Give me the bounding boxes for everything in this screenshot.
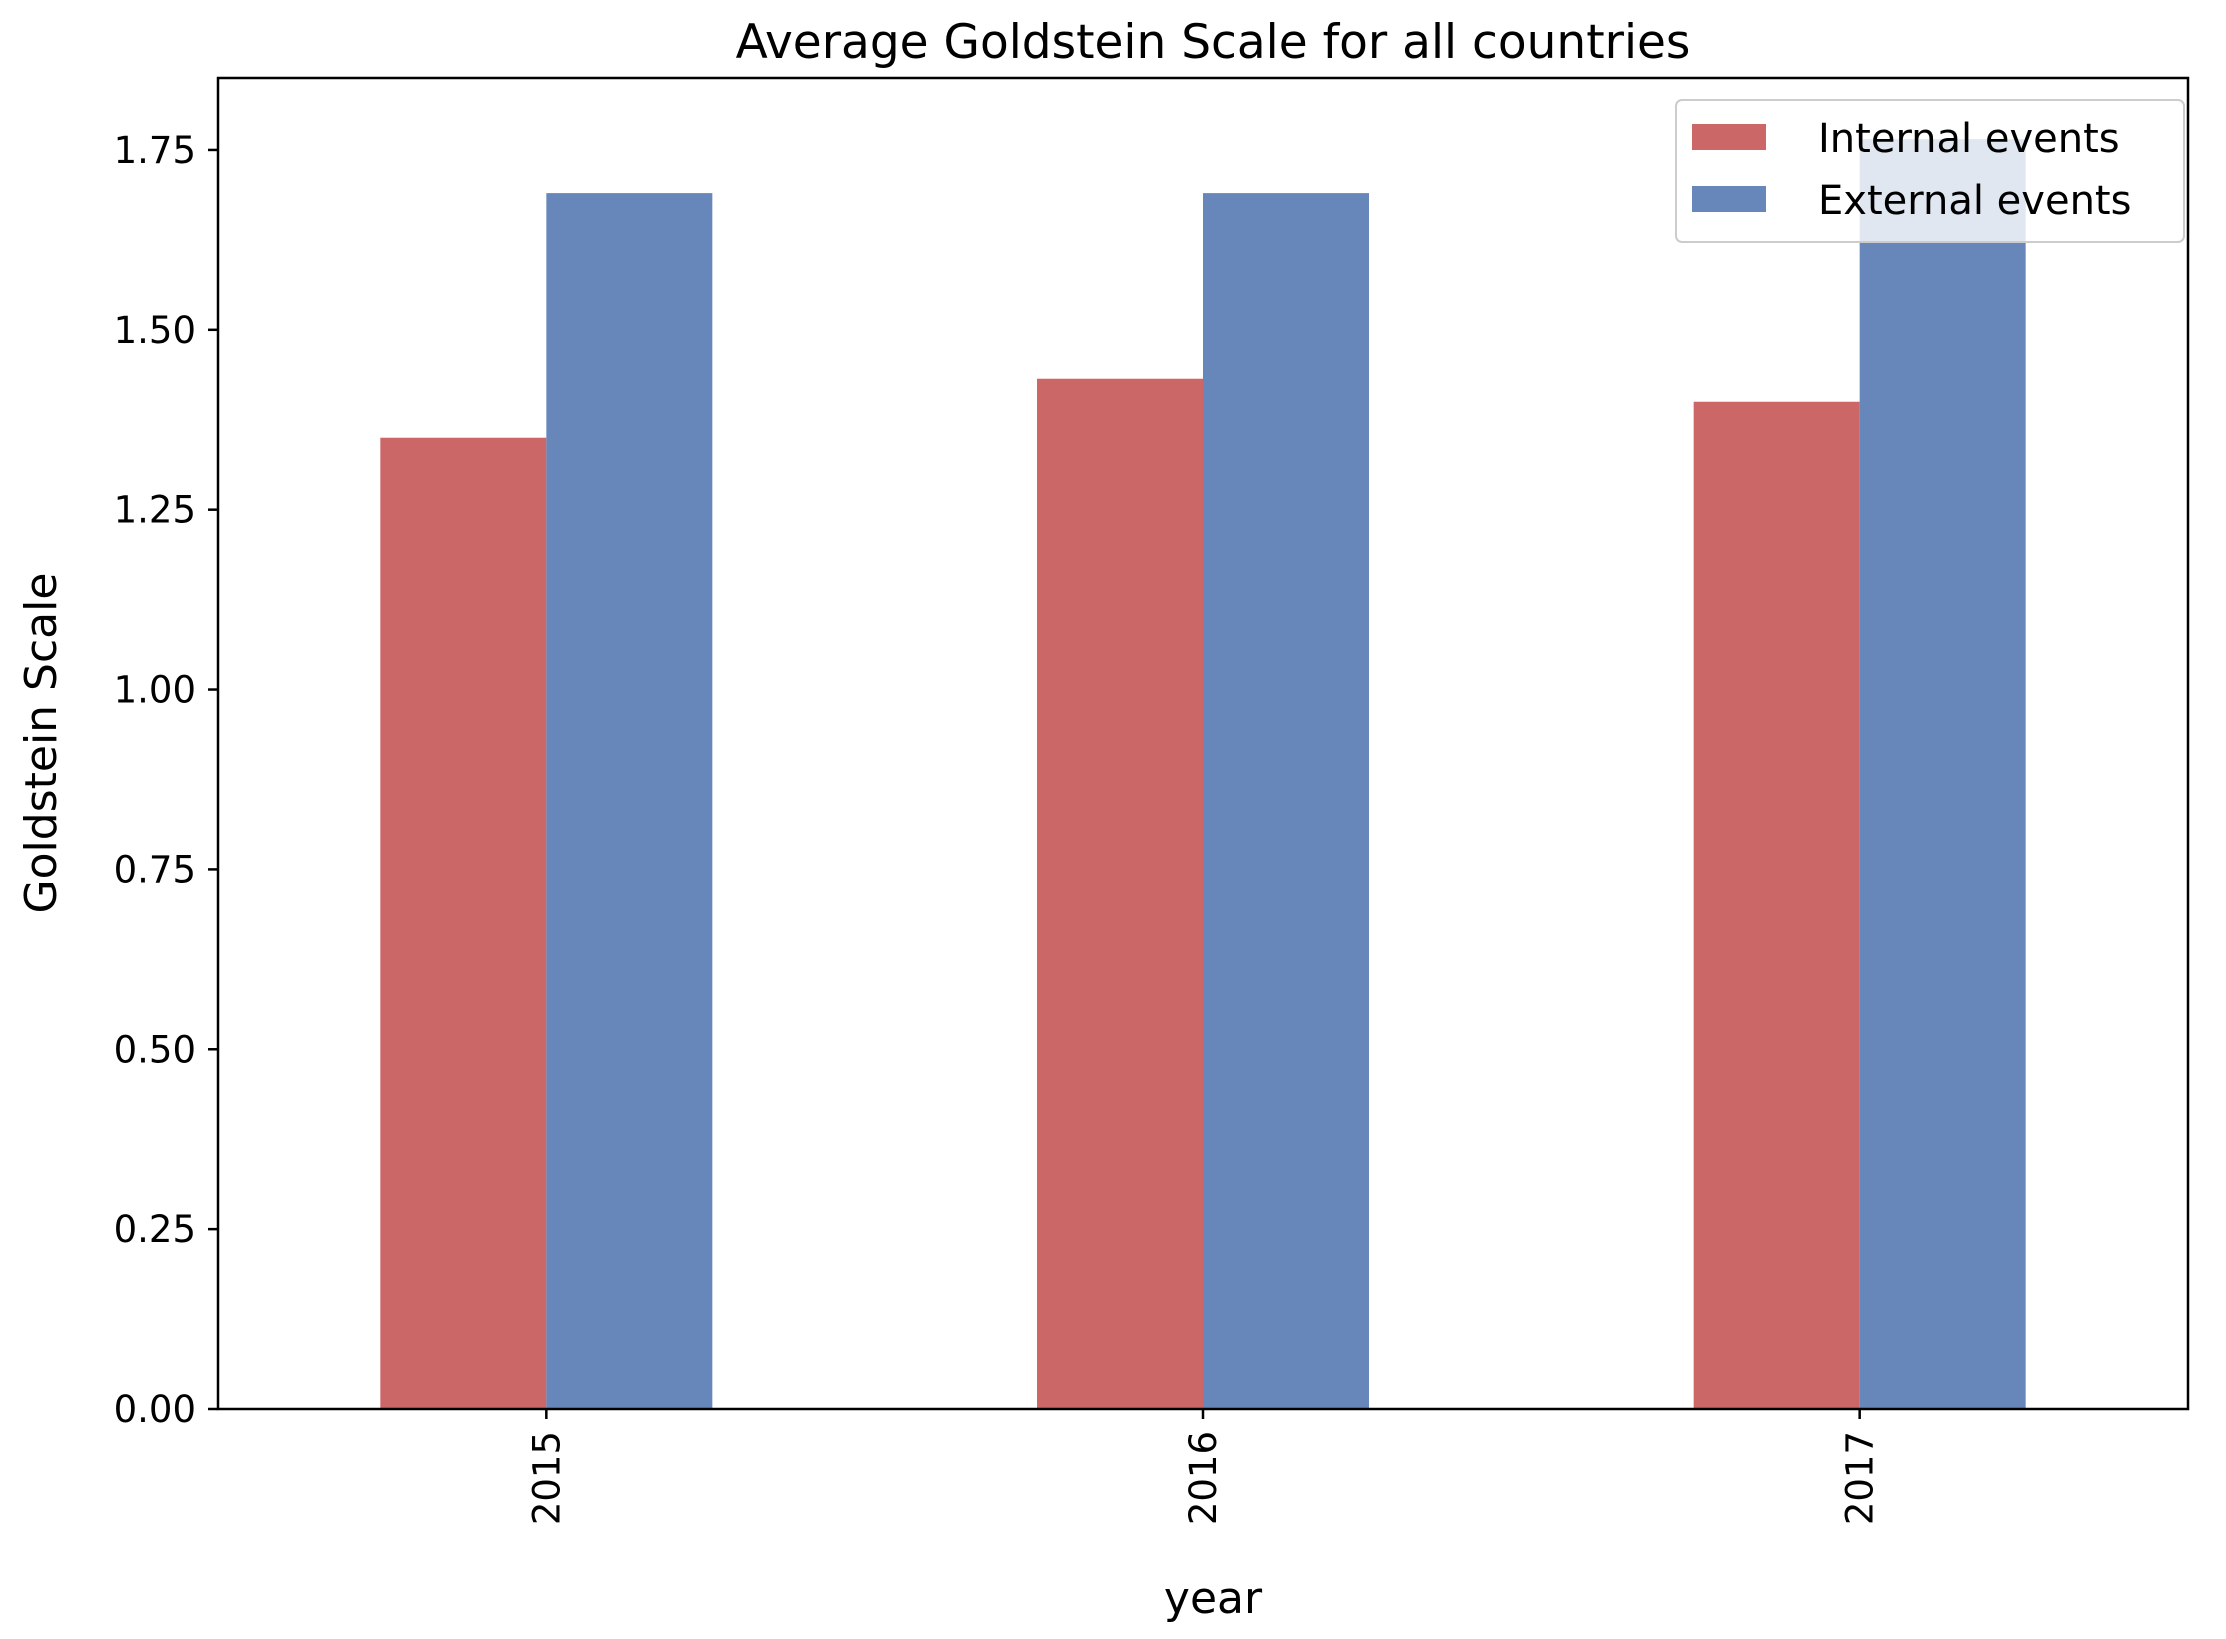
chart-title: Average Goldstein Scale for all countrie…: [736, 15, 1691, 70]
bar-internal-2016: [1037, 378, 1203, 1410]
x-tick-label-2016: 2016: [1182, 1431, 1225, 1525]
y-tick-label: 1.25: [114, 489, 196, 532]
bars-group: [380, 139, 2026, 1410]
y-axis: 0.00 0.25 0.50 0.75 1.00 1.25 1.50 1.75: [114, 129, 218, 1431]
legend-label-external: External events: [1818, 178, 2131, 224]
y-tick-label: 1.50: [114, 309, 196, 352]
y-tick-label: 0.00: [114, 1388, 196, 1431]
bar-external-2016: [1203, 193, 1369, 1409]
y-tick-label: 0.25: [114, 1208, 196, 1251]
legend-swatch-internal: [1692, 124, 1766, 150]
x-tick-label-2017: 2017: [1839, 1431, 1882, 1525]
y-axis-label: Goldstein Scale: [16, 573, 67, 914]
x-axis: 2015 2016 2017: [525, 1409, 1882, 1525]
bar-internal-2017: [1693, 401, 1860, 1410]
legend-swatch-external: [1692, 186, 1766, 212]
legend: Internal events External events: [1675, 99, 2185, 243]
legend-label-internal: Internal events: [1818, 116, 2120, 162]
y-tick-label: 0.75: [114, 848, 196, 891]
y-tick-label: 0.50: [114, 1028, 196, 1071]
y-tick-label: 1.00: [114, 669, 196, 712]
bar-external-2015: [546, 193, 713, 1409]
legend-frame: [1675, 99, 2185, 243]
bar-external-2017: [1859, 139, 2026, 1409]
bar-internal-2015: [380, 437, 547, 1409]
x-tick-label-2015: 2015: [525, 1431, 568, 1525]
y-tick-label: 1.75: [114, 129, 196, 172]
x-axis-label: year: [1164, 1573, 1263, 1624]
